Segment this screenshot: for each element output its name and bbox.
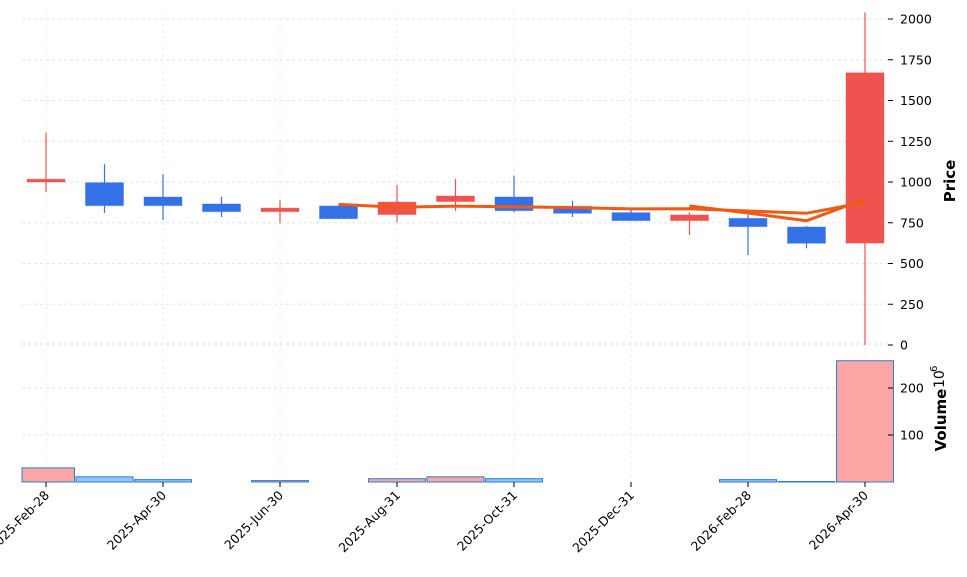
candle-body (787, 226, 826, 244)
volume-tick-label: 200 (900, 381, 924, 396)
price-tick-label: 250 (900, 297, 924, 312)
volume-bar (75, 476, 134, 483)
volume-bar (426, 476, 485, 483)
price-tick-label: 2000 (900, 12, 932, 27)
price-tick-label: 0 (900, 338, 908, 353)
x-tick-label: 2025-Dec-31 (569, 488, 637, 556)
candle-body (143, 196, 183, 207)
volume-exponent-power: 6 (929, 366, 940, 372)
price-axis-label: Price (941, 160, 959, 203)
price-tick-label: 1750 (900, 52, 932, 67)
volume-exponent-base: 10 (932, 370, 948, 388)
candle-body (494, 196, 534, 212)
candle-body (670, 214, 709, 222)
candle-body (85, 182, 124, 207)
candle-body (26, 178, 66, 183)
volume-bar (368, 478, 426, 483)
volume-axis-label: Volume (932, 389, 950, 452)
candle-body (845, 72, 885, 244)
x-tick-label: 2025-Feb-28 (0, 487, 52, 553)
moving-average-line (689, 197, 866, 223)
candle-body (319, 205, 358, 220)
x-tick-label: 2026-Apr-30 (806, 487, 871, 552)
price-tick-label: 750 (900, 215, 924, 230)
candle-body (611, 212, 651, 222)
price-tick-label: 1500 (900, 93, 932, 108)
volume-bar (485, 478, 543, 483)
x-tick-label: 2025-Apr-30 (104, 487, 169, 552)
candle-body (436, 195, 475, 203)
volume-tick-label: 100 (900, 428, 924, 443)
price-tick-label: 1000 (900, 175, 932, 190)
x-tick-label: 2025-Oct-31 (454, 488, 520, 554)
candle-body (202, 203, 241, 213)
volume-bar (836, 360, 894, 483)
candle-body (728, 217, 768, 228)
x-tick-label: 2026-Feb-28 (688, 487, 754, 553)
moving-average-line (338, 200, 866, 215)
x-tick-label: 2025-Aug-31 (335, 488, 403, 556)
candle-body (260, 207, 300, 213)
x-tick-label: 2025-Jun-30 (221, 487, 286, 552)
price-tick-label: 1250 (900, 134, 932, 149)
volume-bar (251, 480, 309, 483)
price-tick-label: 500 (900, 256, 924, 271)
volume-bar (21, 467, 75, 483)
volume-bar (134, 479, 192, 483)
volume-bar (719, 479, 777, 483)
